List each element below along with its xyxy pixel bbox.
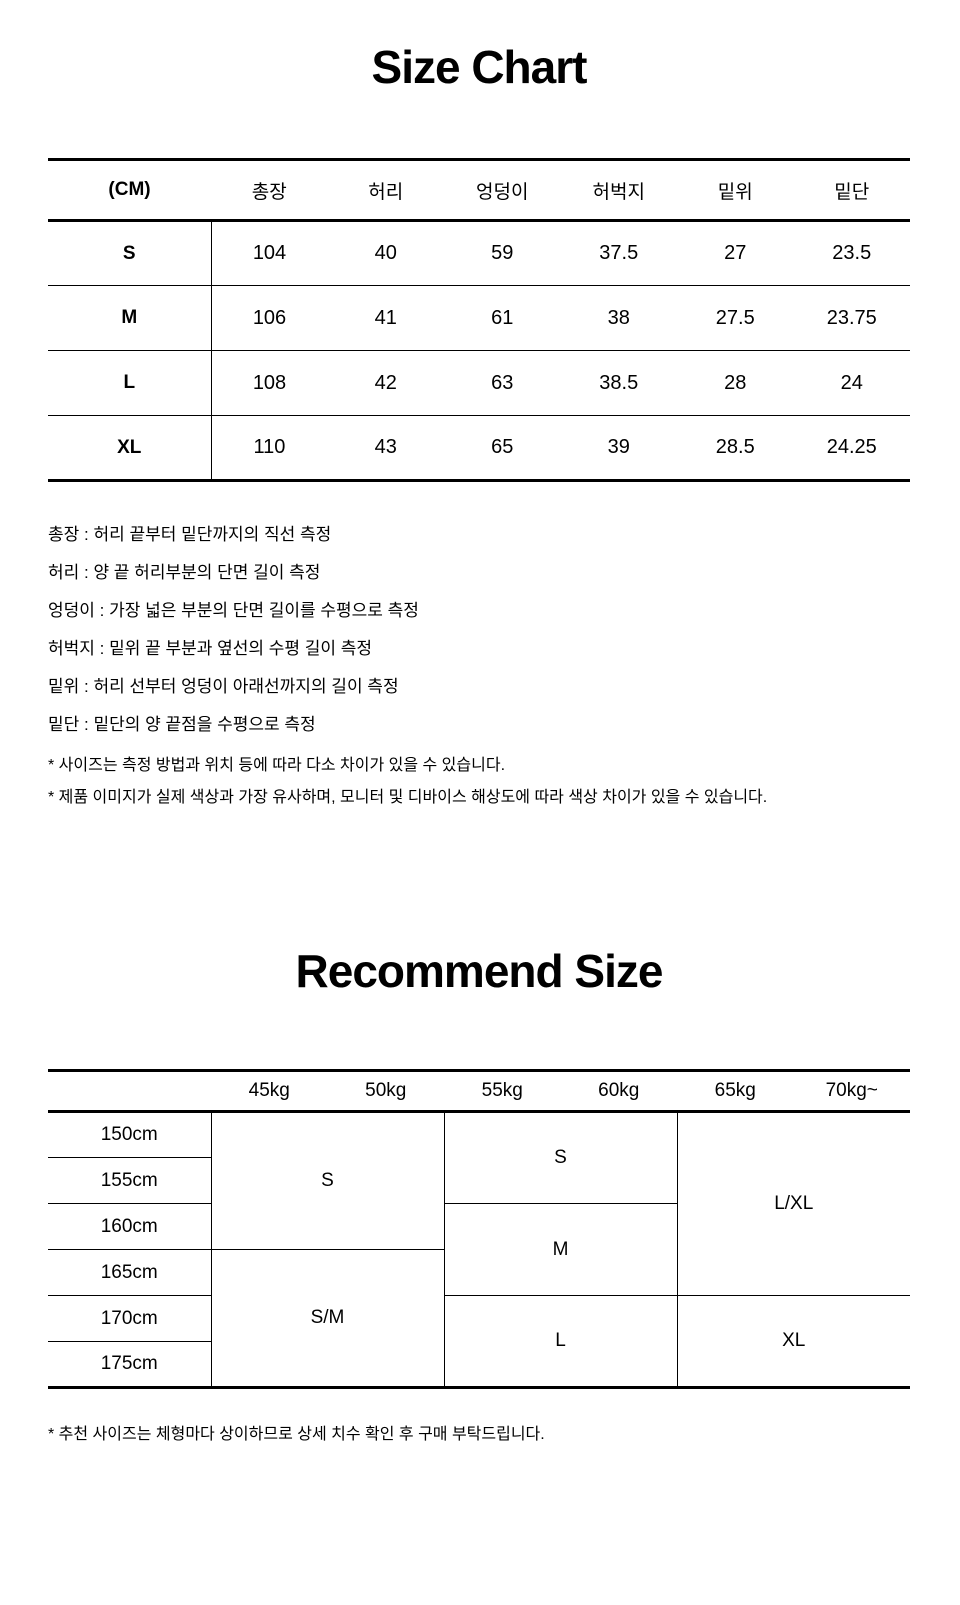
measure-note: 밑단 : 밑단의 양 끝점을 수평으로 측정 [48, 715, 316, 734]
recommend-size-table: 45kg 50kg 55kg 60kg 65kg 70kg~ 150cm S S… [48, 1069, 910, 1389]
value-cell: 27 [724, 242, 747, 264]
measure-note: 밑위 : 허리 선부터 엉덩이 아래선까지의 길이 측정 [48, 677, 399, 696]
size-chart-table: (CM) 총장 허리 엉덩이 허벅지 밑위 밑단 S 104 40 59 37.… [48, 158, 910, 482]
recommend-cell-l: L [443, 1295, 677, 1388]
measure-note: 허리 : 양 끝 허리부분의 단면 길이 측정 [48, 563, 321, 582]
value-cell: 27.5 [677, 285, 794, 351]
value-cell: 43 [327, 415, 444, 481]
recommend-row-155: 155cm [48, 1157, 910, 1204]
value-cell: 40 [374, 242, 397, 264]
size-guide-section: Size Chart (CM) 총장 허리 엉덩이 허벅지 밑위 밑단 S 10… [48, 0, 910, 1451]
recommend-footnote: * 추천 사이즈는 체형마다 상이하므로 상세 치수 확인 후 구매 부탁드립니… [48, 1426, 545, 1443]
disclaimer-notes: * 사이즈는 측정 방법과 위치 등에 따라 다소 차이가 있을 수 있습니다.… [48, 750, 910, 814]
measure-notes: 총장 : 허리 끝부터 밑단까지의 직선 측정 허리 : 양 끝 허리부분의 단… [48, 516, 910, 744]
size-chart-title: Size Chart [371, 41, 588, 93]
disclaimer-note: * 사이즈는 측정 방법과 위치 등에 따라 다소 차이가 있을 수 있습니다. [48, 757, 506, 774]
value-cell: 23.75 [793, 285, 910, 351]
size-label: S [48, 220, 212, 286]
measure-note: 총장 : 허리 끝부터 밑단까지의 직선 측정 [48, 525, 332, 544]
weight-col-header: 70kg~ [793, 1070, 910, 1113]
value-cell: 42 [327, 350, 444, 416]
recommend-row-165: 165cm S/M [48, 1249, 910, 1388]
weight-col-header: 55kg [444, 1070, 561, 1113]
recommend-size-title: Recommend Size [295, 945, 664, 997]
col-header-hem: 밑단 [793, 159, 910, 222]
col-header-hip: 엉덩이 [444, 159, 561, 222]
recommend-row-150: 150cm S S L/XL [48, 1111, 910, 1296]
recommend-cell-xl: XL [676, 1295, 910, 1388]
height-row-label: 160cm [48, 1203, 211, 1250]
size-label: M [48, 285, 212, 351]
value-cell: 38 [560, 285, 677, 351]
weight-col-header: 45kg [211, 1070, 328, 1113]
empty-corner-cell [48, 1070, 211, 1113]
height-row-label: 170cm [48, 1295, 211, 1342]
recommend-cell-lxl: L/XL [676, 1111, 910, 1296]
recommend-cell-s-mid: S [443, 1111, 677, 1204]
value-cell: 28 [677, 350, 794, 416]
value-cell: 38.5 [560, 350, 677, 416]
recommend-row-160: 160cm M [48, 1203, 910, 1296]
disclaimer-note: * 제품 이미지가 실제 색상과 가장 유사하며, 모니터 및 디바이스 해상도… [48, 789, 768, 806]
size-row-s: S 104 40 59 37.5 27 23.5 [48, 220, 910, 286]
value-cell: 59 [491, 242, 514, 264]
size-row-l: L 108 42 63 38.5 28 24 [48, 350, 910, 416]
col-header-rise: 밑위 [677, 159, 794, 222]
size-table-header-row: (CM) 총장 허리 엉덩이 허벅지 밑위 밑단 [48, 159, 910, 222]
value-cell: 24.25 [793, 415, 910, 481]
value-cell: 106 [211, 285, 328, 351]
measure-note: 허벅지 : 밑위 끝 부분과 옆선의 수평 길이 측정 [48, 639, 373, 658]
value-cell: 39 [560, 415, 677, 481]
value-cell: 37.5 [599, 242, 639, 264]
recommend-header-row: 45kg 50kg 55kg 60kg 65kg 70kg~ [48, 1070, 910, 1113]
weight-col-header: 60kg [560, 1070, 677, 1113]
recommend-row-175: 175cm [48, 1342, 910, 1388]
value-cell: 65 [444, 415, 561, 481]
value-cell: 28.5 [677, 415, 794, 481]
value-cell: 41 [327, 285, 444, 351]
recommend-cell-sm: S/M [210, 1249, 444, 1388]
value-cell: 110 [211, 415, 328, 481]
recommend-cell-s-light: S [210, 1111, 444, 1250]
unit-label: (CM) [48, 159, 211, 222]
height-row-label: 150cm [48, 1111, 211, 1158]
col-header-thigh: 허벅지 [560, 159, 677, 222]
value-cell: 23.5 [832, 242, 872, 264]
height-row-label: 165cm [48, 1249, 211, 1296]
col-header-chongjang: 총장 [211, 159, 328, 222]
value-cell: 61 [444, 285, 561, 351]
height-row-label: 175cm [100, 1353, 158, 1374]
weight-col-header: 50kg [327, 1070, 444, 1113]
value-cell: 108 [211, 350, 328, 416]
value-cell: 24 [793, 350, 910, 416]
recommend-cell-m: M [443, 1203, 677, 1296]
recommend-row-170: 170cm L XL [48, 1295, 910, 1388]
size-label: XL [48, 415, 212, 481]
measure-note: 엉덩이 : 가장 넓은 부분의 단면 길이를 수평으로 측정 [48, 601, 419, 620]
size-row-m: M 106 41 61 38 27.5 23.75 [48, 285, 910, 351]
value-cell: 104 [252, 242, 287, 264]
height-row-label: 155cm [48, 1157, 211, 1204]
col-header-waist: 허리 [327, 159, 444, 222]
size-row-xl: XL 110 43 65 39 28.5 24.25 [48, 415, 910, 481]
value-cell: 63 [444, 350, 561, 416]
weight-col-header: 65kg [677, 1070, 794, 1113]
size-label: L [48, 350, 212, 416]
